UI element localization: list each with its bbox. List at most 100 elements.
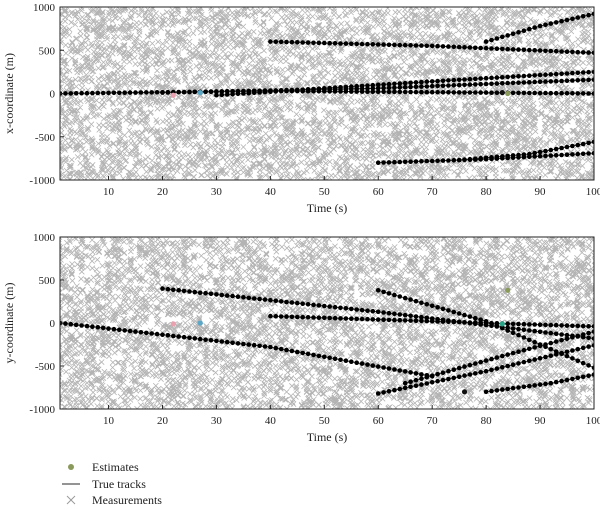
track-point	[386, 291, 392, 296]
track-point	[500, 353, 505, 359]
track-point	[446, 319, 451, 325]
track-point	[456, 374, 462, 380]
estimate-point	[197, 320, 203, 326]
track-point	[251, 296, 257, 301]
track-point	[591, 150, 594, 156]
track-point	[505, 386, 511, 392]
track-point	[553, 20, 559, 25]
track-point	[397, 294, 403, 299]
track-point	[451, 77, 457, 83]
x-tick-label: 80	[481, 186, 493, 198]
track-point	[246, 342, 252, 347]
track-point	[559, 332, 564, 337]
x-tick-label: 30	[211, 415, 223, 427]
track-point	[435, 305, 440, 310]
track-point	[402, 369, 408, 374]
track-point	[586, 69, 591, 75]
track-point	[586, 12, 591, 18]
track-point	[219, 89, 225, 94]
estimate-point	[499, 90, 505, 96]
track-point	[149, 331, 154, 336]
track-5-points	[402, 329, 594, 386]
track-point	[354, 307, 360, 312]
track-point	[413, 84, 419, 90]
track-point	[580, 151, 586, 157]
track-point	[532, 90, 537, 96]
track-point	[268, 344, 273, 350]
track-point	[580, 374, 586, 380]
track-point	[537, 149, 543, 155]
track-point	[559, 152, 564, 158]
track-point	[397, 89, 403, 95]
track-point	[322, 315, 327, 321]
track-point	[537, 382, 543, 387]
track-point	[327, 85, 333, 91]
track-point	[187, 335, 192, 341]
track-point	[586, 140, 591, 146]
track-point	[305, 87, 311, 92]
track-point	[343, 84, 349, 90]
track-point	[580, 91, 586, 96]
track-point	[500, 81, 505, 86]
track-point	[521, 47, 527, 53]
track-point	[392, 85, 397, 90]
track-point	[483, 319, 489, 324]
track-point	[532, 345, 537, 350]
track-point	[505, 46, 511, 52]
track-point	[489, 155, 494, 160]
track-point	[435, 319, 440, 324]
track-point	[359, 83, 365, 89]
track-point	[532, 48, 537, 53]
track-point	[516, 385, 521, 390]
track-point	[316, 86, 322, 91]
track-point	[553, 71, 559, 77]
track-point	[365, 89, 370, 94]
track-point	[370, 308, 376, 314]
track-point	[462, 312, 467, 318]
track-point	[392, 89, 397, 95]
track-point	[349, 306, 354, 312]
track-point	[553, 153, 559, 158]
track-point	[462, 157, 467, 162]
track-point	[278, 314, 284, 319]
track-point	[381, 85, 386, 91]
track-point	[429, 319, 435, 324]
track-point	[419, 89, 424, 95]
track-point	[570, 49, 575, 55]
track-point	[521, 152, 527, 157]
track-point	[397, 85, 403, 90]
track-point	[564, 353, 570, 359]
track-point	[295, 314, 300, 320]
track-point	[456, 77, 462, 83]
track-point	[214, 92, 219, 98]
track-point	[386, 81, 392, 87]
track-7-points	[456, 139, 594, 163]
track-point	[332, 304, 338, 310]
track-point	[548, 21, 554, 26]
track-point	[446, 90, 451, 95]
track-point	[311, 40, 316, 46]
track-point	[467, 314, 473, 319]
estimate-point	[499, 321, 505, 327]
track-point	[527, 358, 532, 364]
track-point	[354, 316, 360, 322]
track-point	[462, 90, 467, 95]
track-point	[570, 376, 575, 382]
track-point	[564, 377, 570, 383]
track-point	[500, 365, 505, 370]
track-point	[537, 343, 543, 349]
track-point	[402, 80, 408, 86]
track-point	[349, 41, 354, 47]
track-point	[241, 295, 246, 300]
track-point	[473, 82, 478, 87]
track-point	[138, 90, 144, 95]
track-point	[440, 377, 446, 383]
track-point	[262, 344, 268, 349]
track-point	[473, 76, 478, 82]
track-point	[235, 294, 241, 300]
track-point	[230, 340, 235, 346]
track-point	[381, 310, 386, 315]
track-point	[219, 292, 225, 298]
track-point	[268, 297, 273, 303]
track-point	[575, 323, 581, 329]
